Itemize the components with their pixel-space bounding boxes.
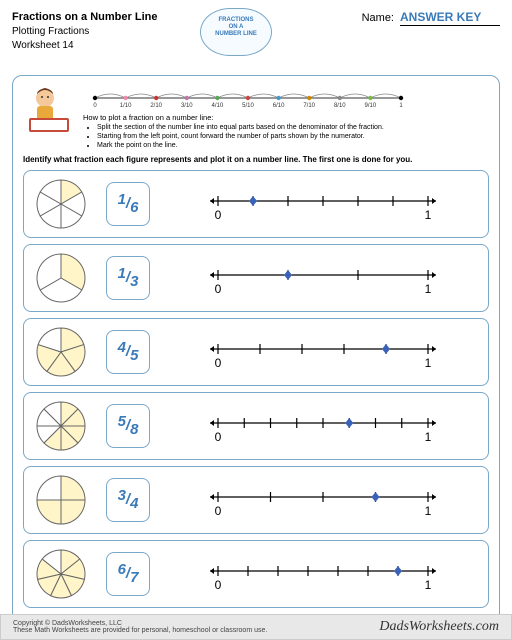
fraction-box: 1/6 (106, 182, 150, 226)
problem-row: 3/401 (23, 466, 489, 534)
fraction-box: 5/8 (106, 404, 150, 448)
number-line: 01 (168, 549, 478, 599)
answer-key: ANSWER KEY (400, 10, 500, 26)
header-right: Name: ANSWER KEY (362, 10, 500, 26)
svg-text:0: 0 (215, 504, 222, 518)
problem-row: 4/501 (23, 318, 489, 386)
svg-text:0: 0 (215, 208, 222, 222)
svg-text:0: 0 (215, 282, 222, 296)
fraction-value: 3/4 (118, 491, 139, 508)
svg-text:1: 1 (425, 430, 432, 444)
footer-logo: DadsWorksheets.com (379, 619, 499, 635)
copyright: Copyright © DadsWorksheets, LLC (13, 620, 267, 627)
pie-chart (34, 547, 88, 601)
fraction-value: 1/6 (118, 195, 139, 212)
svg-text:1: 1 (425, 504, 432, 518)
footer-note: These Math Worksheets are provided for p… (13, 627, 267, 634)
svg-text:1: 1 (399, 103, 403, 108)
fraction-box: 3/4 (106, 478, 150, 522)
howto-step: Mark the point on the line. (97, 141, 489, 150)
instruction: Identify what fraction each figure repre… (23, 155, 489, 164)
number-line: 01 (168, 253, 478, 303)
howto-step: Starting from the left point, count forw… (97, 132, 489, 141)
fraction-box: 4/5 (106, 330, 150, 374)
worksheet-page: Fractions on a Number Line Plotting Frac… (0, 0, 512, 640)
svg-text:1: 1 (425, 208, 432, 222)
howto-title: How to plot a fraction on a number line: (83, 113, 489, 123)
svg-text:1: 1 (425, 578, 432, 592)
svg-text:3/10: 3/10 (181, 103, 193, 108)
svg-text:5/10: 5/10 (242, 103, 254, 108)
problem-row: 5/801 (23, 392, 489, 460)
header-left: Fractions on a Number Line Plotting Frac… (12, 10, 157, 53)
intro-text: 0 1/10 2/10 3/10 4/10 5/10 6/10 7/10 8/10 9/10 1 H… (83, 82, 489, 150)
badge-text: ON A (201, 24, 271, 31)
pie-chart (34, 251, 88, 305)
pie-chart (34, 399, 88, 453)
number-line: 01 (168, 401, 478, 451)
svg-text:0: 0 (215, 356, 222, 370)
page-title: Fractions on a Number Line (12, 10, 157, 25)
svg-text:8/10: 8/10 (334, 103, 346, 108)
problems-container: 1/6011/3014/5015/8013/4016/701 (23, 170, 489, 608)
pie-chart (34, 177, 88, 231)
svg-text:7/10: 7/10 (303, 103, 315, 108)
svg-text:4/10: 4/10 (212, 103, 224, 108)
name-label: Name: (362, 12, 394, 24)
svg-text:1/10: 1/10 (120, 103, 132, 108)
svg-text:9/10: 9/10 (365, 103, 377, 108)
number-line: 01 (168, 179, 478, 229)
fraction-value: 4/5 (118, 343, 139, 360)
badge-text: FRACTIONS (201, 17, 271, 24)
ruler-diagram: 0 1/10 2/10 3/10 4/10 5/10 6/10 7/10 8/10 9/10 1 (83, 82, 413, 108)
main-content: 0 1/10 2/10 3/10 4/10 5/10 6/10 7/10 8/10 9/10 1 H… (12, 75, 500, 622)
child-reading-icon (23, 82, 77, 136)
subtitle: Plotting Fractions (12, 25, 157, 39)
footer: Copyright © DadsWorksheets, LLC These Ma… (0, 614, 512, 640)
badge-text: NUMBER LINE (201, 31, 271, 38)
number-line: 01 (168, 327, 478, 377)
problem-row: 6/701 (23, 540, 489, 608)
svg-text:0: 0 (215, 430, 222, 444)
worksheet-number: Worksheet 14 (12, 39, 157, 53)
svg-text:2/10: 2/10 (150, 103, 162, 108)
svg-text:0: 0 (93, 103, 97, 108)
svg-text:6/10: 6/10 (273, 103, 285, 108)
pie-chart (34, 473, 88, 527)
svg-text:1: 1 (425, 282, 432, 296)
fraction-value: 1/3 (118, 269, 139, 286)
howto-list: Split the section of the number line int… (83, 123, 489, 150)
svg-text:0: 0 (215, 578, 222, 592)
problem-row: 1/301 (23, 244, 489, 312)
svg-text:1: 1 (425, 356, 432, 370)
howto-step: Split the section of the number line int… (97, 123, 489, 132)
badge: FRACTIONS ON A NUMBER LINE (200, 8, 272, 56)
fraction-value: 6/7 (118, 565, 139, 582)
pie-chart (34, 325, 88, 379)
intro-section: 0 1/10 2/10 3/10 4/10 5/10 6/10 7/10 8/10 9/10 1 H… (23, 82, 489, 150)
problem-row: 1/601 (23, 170, 489, 238)
fraction-value: 5/8 (118, 417, 139, 434)
number-line: 01 (168, 475, 478, 525)
fraction-box: 1/3 (106, 256, 150, 300)
footer-left: Copyright © DadsWorksheets, LLC These Ma… (13, 620, 267, 634)
fraction-box: 6/7 (106, 552, 150, 596)
